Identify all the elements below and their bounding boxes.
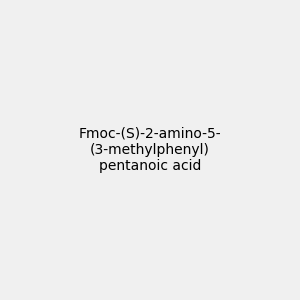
Text: Fmoc-(S)-2-amino-5-
(3-methylphenyl)
pentanoic acid: Fmoc-(S)-2-amino-5- (3-methylphenyl) pen… [79, 127, 221, 173]
